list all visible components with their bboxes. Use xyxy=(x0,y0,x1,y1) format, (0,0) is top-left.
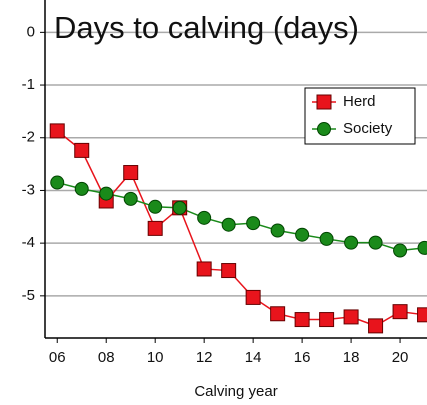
marker xyxy=(319,231,334,246)
marker xyxy=(123,165,139,181)
marker xyxy=(319,312,335,328)
marker xyxy=(417,307,427,323)
marker xyxy=(317,122,331,136)
marker xyxy=(221,217,236,232)
x-tick-label: 06 xyxy=(49,349,66,366)
series-line xyxy=(57,181,425,252)
marker xyxy=(294,312,310,328)
x-tick-label: 12 xyxy=(196,349,213,366)
marker xyxy=(316,94,332,110)
marker xyxy=(368,235,383,250)
x-tick-label: 16 xyxy=(294,349,311,366)
marker xyxy=(270,306,286,322)
x-tick-label: 20 xyxy=(392,349,409,366)
legend-label: Herd xyxy=(343,93,376,110)
marker xyxy=(74,142,90,158)
marker xyxy=(49,123,65,139)
marker xyxy=(343,309,359,325)
marker xyxy=(246,216,261,231)
y-tick-label: -1 xyxy=(22,76,35,93)
marker xyxy=(99,186,114,201)
marker xyxy=(123,191,138,206)
marker xyxy=(270,223,285,238)
marker xyxy=(295,227,310,242)
marker xyxy=(417,240,427,255)
marker xyxy=(245,289,261,305)
y-tick-label: -3 xyxy=(22,181,35,198)
grid xyxy=(45,31,427,297)
plot xyxy=(49,123,427,334)
marker xyxy=(221,263,237,279)
x-tick-label: 08 xyxy=(98,349,115,366)
marker xyxy=(344,235,359,250)
x-tick-label: 14 xyxy=(245,349,262,366)
legend-label: Society xyxy=(343,120,393,137)
series-line xyxy=(56,130,425,327)
chart-title: Days to calving (days) xyxy=(54,10,359,45)
marker xyxy=(393,243,408,258)
marker xyxy=(50,175,65,190)
legend: Herd Society xyxy=(312,93,393,137)
x-tick-label: 10 xyxy=(147,349,164,366)
marker xyxy=(196,261,212,277)
marker xyxy=(147,220,163,236)
marker xyxy=(74,181,89,196)
marker xyxy=(197,210,212,225)
y-tick-label: -2 xyxy=(22,129,35,146)
y-tick-label: 0 xyxy=(27,23,35,40)
y-tick-label: -5 xyxy=(22,287,35,304)
marker xyxy=(368,318,384,334)
marker xyxy=(148,199,163,214)
y-tick-label: -4 xyxy=(22,234,35,251)
x-axis-label: Calving year xyxy=(194,383,277,400)
x-tick-label: 18 xyxy=(343,349,360,366)
marker xyxy=(392,304,408,320)
marker xyxy=(172,200,187,215)
